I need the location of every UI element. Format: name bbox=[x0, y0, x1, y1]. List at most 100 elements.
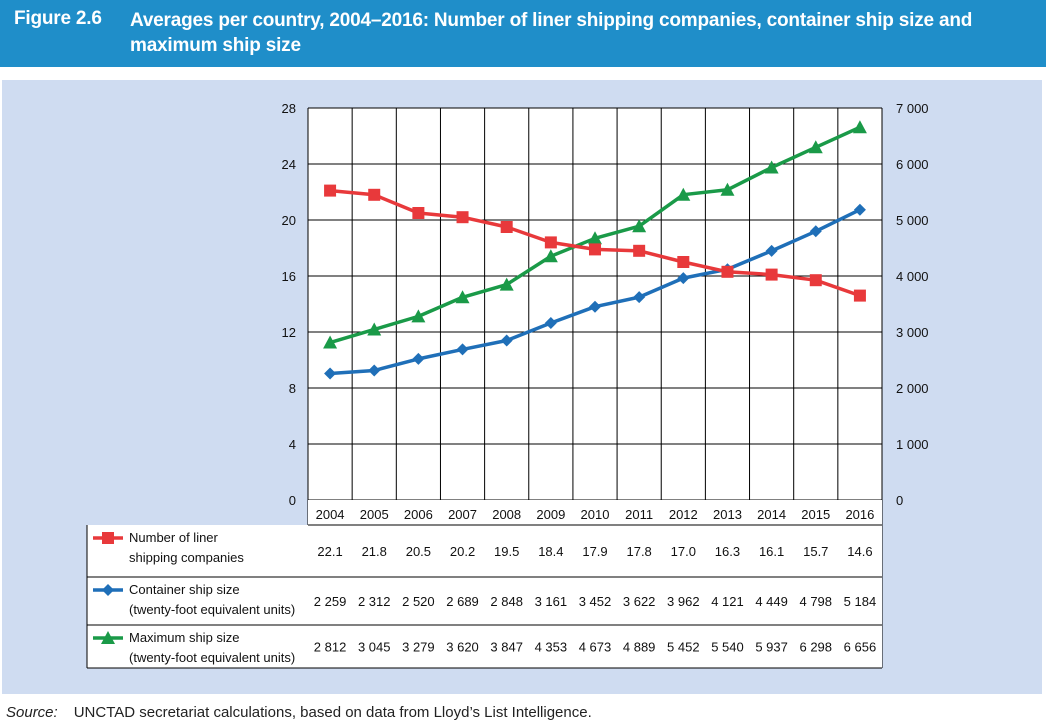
data-label: 3 161 bbox=[535, 594, 568, 609]
category-label: 2004 bbox=[316, 507, 345, 522]
data-label: 5 937 bbox=[755, 640, 788, 655]
data-point bbox=[764, 160, 779, 174]
data-label: 14.6 bbox=[847, 544, 872, 559]
right-axis-tick-label: 0 bbox=[896, 493, 903, 508]
data-label: 6 656 bbox=[844, 640, 877, 655]
left-axis-tick-label: 4 bbox=[289, 437, 296, 452]
left-axis-tick-label: 24 bbox=[282, 157, 296, 172]
data-label: 2 848 bbox=[490, 594, 523, 609]
data-label: 4 449 bbox=[755, 594, 788, 609]
data-point bbox=[809, 225, 822, 238]
data-label: 18.4 bbox=[538, 544, 563, 559]
category-label: 2016 bbox=[845, 507, 874, 522]
legend-label: (twenty-foot equivalent units) bbox=[129, 650, 295, 665]
data-label: 4 798 bbox=[799, 594, 832, 609]
right-axis-tick-label: 2 000 bbox=[896, 381, 929, 396]
data-point bbox=[853, 203, 866, 216]
chart: 0 4 8 12 16 20 24 28 0 1 000 2 000 3 000 4 000 5 000 6… bbox=[86, 101, 929, 669]
category-label: 2011 bbox=[625, 507, 653, 522]
data-point bbox=[101, 631, 115, 644]
left-axis-tick-label: 16 bbox=[282, 269, 296, 284]
data-label: 5 184 bbox=[844, 594, 877, 609]
data-label: 5 540 bbox=[711, 640, 744, 655]
source-text: UNCTAD secretariat calculations, based o… bbox=[73, 704, 592, 721]
data-point bbox=[456, 211, 469, 224]
data-label: 3 622 bbox=[623, 594, 656, 609]
category-label: 2010 bbox=[581, 507, 610, 522]
data-point bbox=[544, 236, 557, 249]
data-point bbox=[500, 334, 513, 347]
data-point bbox=[368, 188, 381, 201]
data-point bbox=[677, 272, 690, 285]
data-label: 15.7 bbox=[803, 544, 828, 559]
data-point bbox=[852, 120, 867, 134]
right-axis-tick-label: 1 000 bbox=[896, 437, 929, 452]
category-label: 2015 bbox=[801, 507, 830, 522]
data-point bbox=[544, 316, 557, 329]
data-point bbox=[720, 182, 735, 196]
data-point bbox=[367, 322, 382, 336]
left-axis-tick-label: 28 bbox=[282, 101, 296, 116]
data-point bbox=[455, 290, 470, 304]
right-axis-tick-label: 3 000 bbox=[896, 325, 929, 340]
data-label: 21.8 bbox=[362, 544, 387, 559]
data-label: 3 279 bbox=[402, 640, 435, 655]
data-table bbox=[87, 525, 882, 668]
data-label: 2 312 bbox=[358, 594, 391, 609]
right-axis-tick-label: 4 000 bbox=[896, 269, 929, 284]
category-label: 2005 bbox=[360, 507, 389, 522]
data-label: 17.8 bbox=[626, 544, 651, 559]
data-point bbox=[323, 335, 338, 349]
data-point bbox=[324, 184, 337, 197]
category-label: 2006 bbox=[404, 507, 433, 522]
data-label: 3 847 bbox=[490, 640, 523, 655]
legend-label: shipping companies bbox=[129, 550, 244, 565]
data-point bbox=[676, 187, 691, 201]
category-label: 2014 bbox=[757, 507, 786, 522]
legend-label: (twenty-foot equivalent units) bbox=[129, 602, 295, 617]
data-point bbox=[368, 364, 381, 377]
data-point bbox=[721, 265, 734, 278]
data-point bbox=[500, 221, 513, 233]
data-point bbox=[499, 277, 514, 291]
data-label: 19.5 bbox=[494, 544, 519, 559]
data-label: 3 620 bbox=[446, 640, 479, 655]
category-label: 2008 bbox=[492, 507, 521, 522]
legend-label: Container ship size bbox=[129, 582, 240, 597]
right-axis-tick-label: 6 000 bbox=[896, 157, 929, 172]
data-label: 20.2 bbox=[450, 544, 475, 559]
data-point bbox=[853, 289, 866, 302]
data-point bbox=[808, 140, 823, 154]
left-axis-tick-label: 0 bbox=[289, 493, 296, 508]
category-row bbox=[308, 500, 882, 525]
category-label: 2009 bbox=[536, 507, 565, 522]
data-label: 20.5 bbox=[406, 544, 431, 559]
category-label: 2013 bbox=[713, 507, 742, 522]
data-label: 2 259 bbox=[314, 594, 347, 609]
figure-header: Figure 2.6 Averages per country, 2004–20… bbox=[0, 0, 1046, 67]
data-label: 16.3 bbox=[715, 544, 740, 559]
chart-panel: 0 4 8 12 16 20 24 28 0 1 000 2 000 3 000 4 000 5 000 6… bbox=[2, 80, 1042, 694]
data-point bbox=[589, 300, 601, 313]
data-label: 3 045 bbox=[358, 640, 391, 655]
figure-title: Averages per country, 2004–2016: Number … bbox=[130, 10, 973, 56]
left-axis-tick-label: 12 bbox=[282, 325, 296, 340]
source-label: Source: bbox=[6, 704, 58, 721]
data-point bbox=[411, 309, 426, 323]
data-label: 22.1 bbox=[317, 544, 342, 559]
data-label: 2 689 bbox=[446, 594, 479, 609]
data-label: 4 353 bbox=[535, 640, 568, 655]
data-point bbox=[633, 291, 646, 304]
figure-number: Figure 2.6 bbox=[14, 8, 102, 29]
data-point bbox=[543, 249, 558, 263]
data-label: 3 962 bbox=[667, 594, 700, 609]
data-point bbox=[677, 256, 690, 268]
left-axis-tick-label: 8 bbox=[289, 381, 296, 396]
data-point bbox=[456, 343, 469, 356]
category-label: 2007 bbox=[448, 507, 477, 522]
category-label: 2012 bbox=[669, 507, 698, 522]
data-label: 4 889 bbox=[623, 640, 656, 655]
right-axis-tick-label: 7 000 bbox=[896, 101, 929, 116]
data-label: 2 520 bbox=[402, 594, 435, 609]
source-note: Source: UNCTAD secretariat calculations, … bbox=[6, 704, 592, 721]
